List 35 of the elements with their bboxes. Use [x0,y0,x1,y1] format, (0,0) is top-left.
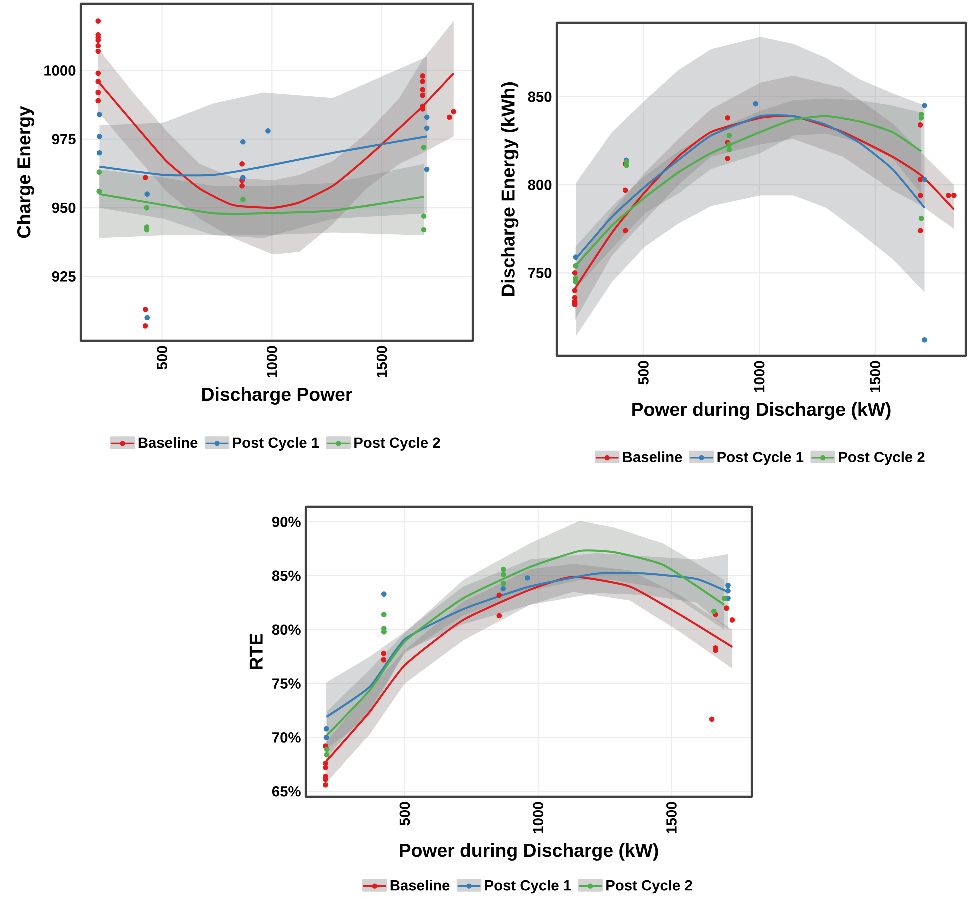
x-axis-title: Power during Discharge (kW) [632,402,891,420]
y-tick-label: 925 [52,272,76,282]
x-axis-title: Discharge Power [202,387,352,405]
x-tick-label: 500 [157,346,168,370]
y-tick-label: 800 [528,180,552,190]
x-tick-label: 1500 [376,346,388,378]
x-tick-label: 500 [638,361,649,385]
legend-label: Post Cycle 2 [839,452,925,466]
y-tick-label: 80% [272,624,301,636]
y-tick-label: 75% [272,678,301,689]
y-tick-label: 850 [528,92,552,102]
legend-label: Post Cycle 1 [718,452,804,466]
y-tick-label: 90% [272,516,301,528]
y-tick-label: 950 [52,202,76,214]
y-axis-title: Discharge Energy (kWh) [501,82,519,296]
y-tick-label: 70% [272,732,301,743]
y-tick-label: 85% [272,570,301,582]
legend-label: Post Cycle 2 [606,880,692,894]
x-tick-label: 1500 [870,361,881,392]
legend-label: Baseline [623,452,682,462]
legend-label: Baseline [390,880,450,891]
y-tick-label: 975 [52,134,76,145]
x-axis-title: Power during Discharge (kW) [400,843,658,861]
legend-label: Post Cycle 1 [485,880,572,894]
y-axis-title: Charge Energy [17,106,35,238]
y-tick-label: 65% [272,786,301,797]
legend-label: Baseline [138,437,198,448]
x-tick-label: 1000 [754,361,765,392]
legend-label: Post Cycle 2 [354,437,440,451]
legend-label: Post Cycle 1 [233,437,320,451]
y-tick-label: 750 [528,268,552,278]
y-axis-title: RTE [250,634,263,670]
x-tick-label: 1500 [666,802,677,834]
y-tick-label: 1000 [44,66,76,76]
x-tick-label: 500 [400,802,410,826]
